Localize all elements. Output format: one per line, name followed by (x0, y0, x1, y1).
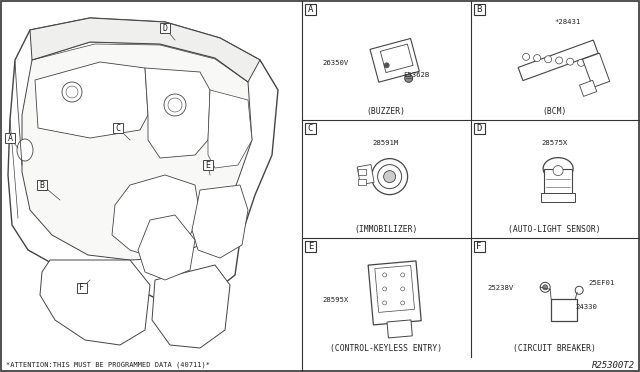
Circle shape (578, 60, 584, 66)
Text: 25238V: 25238V (487, 285, 514, 291)
Polygon shape (368, 261, 421, 325)
Circle shape (556, 57, 563, 64)
Circle shape (553, 166, 563, 176)
FancyBboxPatch shape (474, 4, 484, 15)
Text: E: E (308, 242, 313, 251)
Circle shape (566, 58, 573, 65)
Bar (113, 123, 123, 133)
Polygon shape (152, 265, 230, 348)
Text: (IMMOBILIZER): (IMMOBILIZER) (355, 225, 418, 234)
Text: E5362B: E5362B (403, 71, 429, 78)
Text: 26350V: 26350V (322, 60, 348, 66)
Circle shape (383, 287, 387, 291)
Text: 28595X: 28595X (322, 297, 348, 303)
Text: 25EF01: 25EF01 (588, 280, 614, 286)
Polygon shape (579, 80, 596, 96)
FancyBboxPatch shape (305, 241, 316, 252)
FancyBboxPatch shape (305, 123, 316, 134)
Bar (160, 23, 170, 33)
FancyBboxPatch shape (474, 123, 484, 134)
Polygon shape (518, 40, 598, 81)
Bar (203, 160, 213, 170)
Circle shape (404, 74, 413, 82)
Polygon shape (387, 320, 412, 338)
Ellipse shape (17, 139, 33, 161)
Bar (541, 193, 575, 202)
Polygon shape (30, 18, 260, 82)
Circle shape (401, 301, 404, 305)
Text: D: D (163, 23, 168, 32)
Text: B: B (40, 180, 45, 189)
Polygon shape (380, 44, 413, 73)
Bar (358, 179, 365, 185)
Text: (AUTO-LIGHT SENSOR): (AUTO-LIGHT SENSOR) (508, 225, 601, 234)
Circle shape (545, 56, 552, 63)
Circle shape (164, 94, 186, 116)
Text: F: F (476, 242, 482, 251)
Polygon shape (208, 90, 252, 168)
Circle shape (383, 301, 387, 305)
Bar (5, 133, 15, 143)
Bar (37, 180, 47, 190)
Polygon shape (138, 215, 195, 280)
Text: 28575X: 28575X (541, 140, 568, 147)
Polygon shape (22, 42, 252, 260)
Ellipse shape (543, 158, 573, 180)
Polygon shape (35, 62, 148, 138)
Polygon shape (375, 266, 415, 312)
Text: R25300T2: R25300T2 (592, 360, 635, 369)
Circle shape (168, 98, 182, 112)
Circle shape (372, 158, 408, 195)
Text: (BUZZER): (BUZZER) (367, 107, 406, 116)
Circle shape (383, 273, 387, 277)
Circle shape (66, 86, 78, 98)
Polygon shape (112, 175, 200, 258)
Circle shape (523, 53, 530, 60)
Bar (551, 299, 577, 321)
Text: 28591M: 28591M (372, 140, 399, 147)
Polygon shape (582, 53, 610, 87)
FancyBboxPatch shape (305, 4, 316, 15)
Text: B: B (476, 5, 482, 14)
Circle shape (384, 63, 389, 68)
Text: 24330: 24330 (575, 304, 597, 310)
Text: C: C (308, 124, 313, 133)
Circle shape (62, 82, 82, 102)
Text: C: C (115, 124, 120, 132)
Circle shape (401, 273, 404, 277)
Circle shape (575, 286, 583, 294)
Circle shape (401, 287, 404, 291)
Circle shape (540, 282, 550, 292)
Polygon shape (40, 260, 150, 345)
Text: F: F (79, 283, 84, 292)
FancyBboxPatch shape (474, 241, 484, 252)
Text: E: E (205, 160, 211, 170)
Polygon shape (145, 68, 210, 158)
Text: (CIRCUIT BREAKER): (CIRCUIT BREAKER) (513, 344, 596, 353)
Bar (544, 169, 572, 194)
Text: A: A (8, 134, 13, 142)
Circle shape (383, 171, 396, 183)
Circle shape (378, 165, 402, 189)
Polygon shape (357, 164, 374, 185)
Text: (BCM): (BCM) (543, 107, 567, 116)
Bar (358, 169, 365, 174)
Polygon shape (192, 185, 248, 258)
Polygon shape (8, 18, 278, 305)
Text: D: D (476, 124, 482, 133)
Text: *28431: *28431 (555, 19, 581, 25)
Text: (CONTROL-KEYLESS ENTRY): (CONTROL-KEYLESS ENTRY) (330, 344, 442, 353)
Circle shape (534, 55, 541, 61)
Bar (77, 283, 87, 293)
Text: *ATTENTION:THIS MUST BE PROGRAMMED DATA (40711)*: *ATTENTION:THIS MUST BE PROGRAMMED DATA … (6, 362, 210, 368)
Text: A: A (308, 5, 313, 14)
Polygon shape (370, 38, 419, 82)
Circle shape (543, 285, 548, 290)
